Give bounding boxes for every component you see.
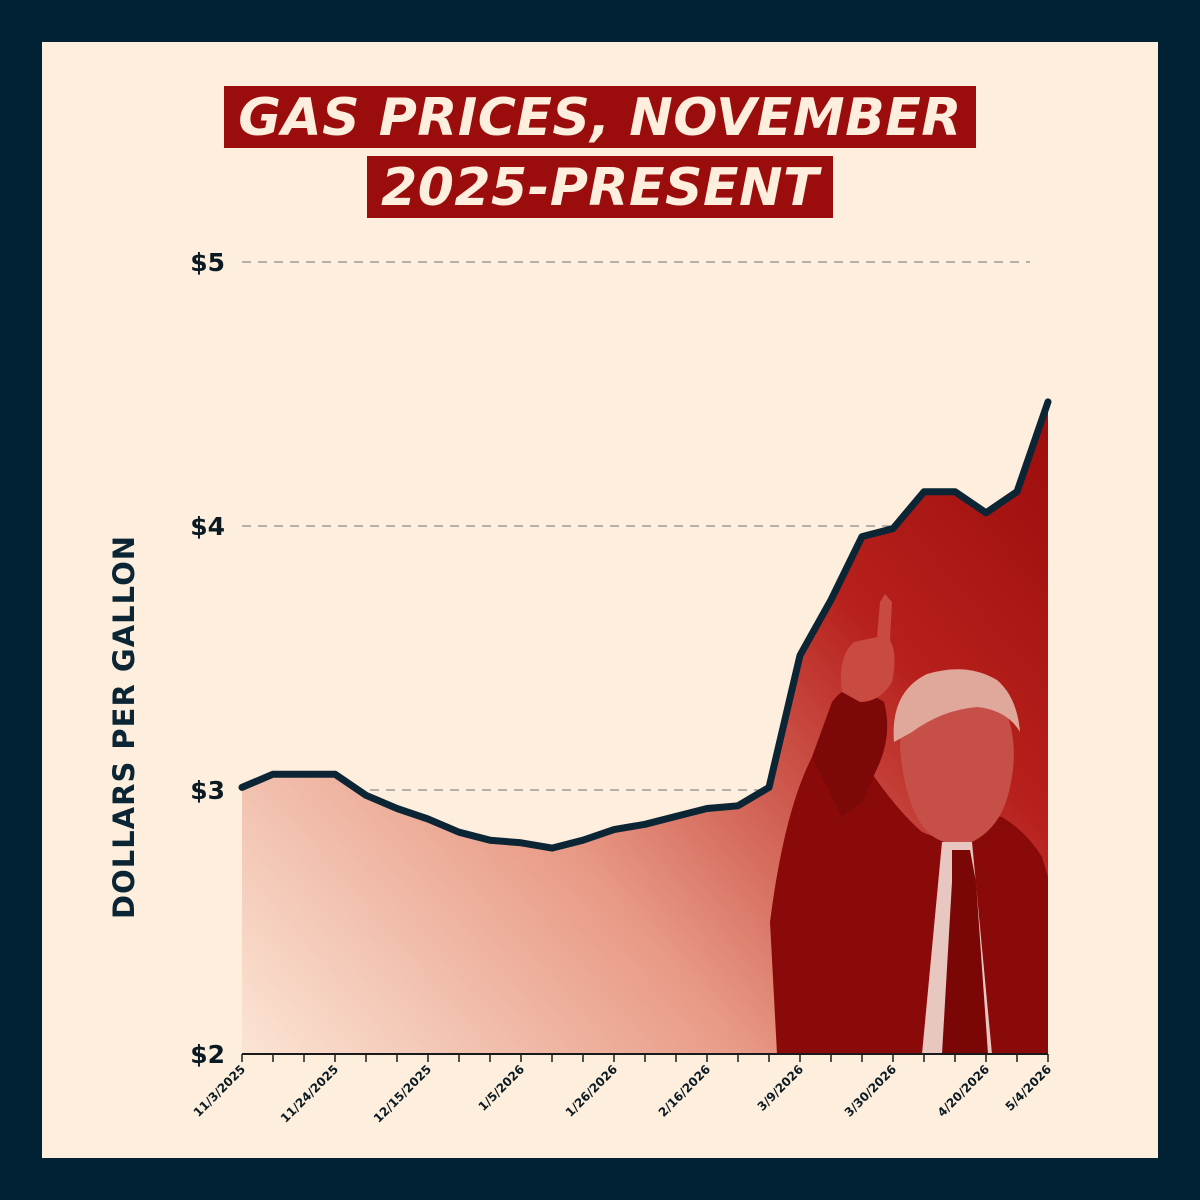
- x-tick-label: 3/30/2026: [842, 1062, 899, 1119]
- chart-title-line-1: GAS PRICES, NOVEMBER: [224, 86, 976, 148]
- pointing-figure-photo: [770, 594, 1048, 1054]
- figure-raised-arm: [812, 687, 888, 817]
- price-line: [238, 398, 1052, 852]
- figure-hand: [840, 594, 895, 702]
- y-axis-title: DOLLARS PER GALLON: [107, 534, 141, 920]
- x-tick-label: 11/24/2025: [278, 1062, 341, 1125]
- x-tick-label: 1/5/2026: [476, 1062, 528, 1114]
- figure-hair: [893, 669, 1020, 742]
- x-tick-label: 2/16/2026: [656, 1062, 713, 1119]
- figure-head: [900, 681, 1014, 844]
- y-tick-label: $5: [190, 248, 225, 277]
- y-tick-label: $3: [190, 776, 225, 805]
- figure-tie: [942, 850, 988, 1054]
- x-tick-label: 12/15/2025: [371, 1062, 434, 1125]
- x-tick-label: 5/4/2026: [1003, 1062, 1055, 1114]
- chart-title: GAS PRICES, NOVEMBER 2025-PRESENT: [42, 86, 1158, 226]
- x-tick-label: 3/9/2026: [755, 1062, 807, 1114]
- chart-title-line-2: 2025-PRESENT: [367, 156, 833, 218]
- chart-card: $2 $3 $4 $5 11/3/2025 11/24/2025 12/15/2025 1/5…: [42, 42, 1158, 1158]
- x-tick-label: 11/3/2025: [191, 1062, 248, 1119]
- x-tick-label: 1/26/2026: [563, 1062, 620, 1119]
- x-tick-label: 4/20/2026: [935, 1062, 992, 1119]
- y-tick-label: $2: [190, 1040, 225, 1069]
- y-tick-label: $4: [190, 512, 225, 541]
- chart-canvas: $2 $3 $4 $5 11/3/2025 11/24/2025 12/15/2025 1/5…: [190, 248, 1055, 1126]
